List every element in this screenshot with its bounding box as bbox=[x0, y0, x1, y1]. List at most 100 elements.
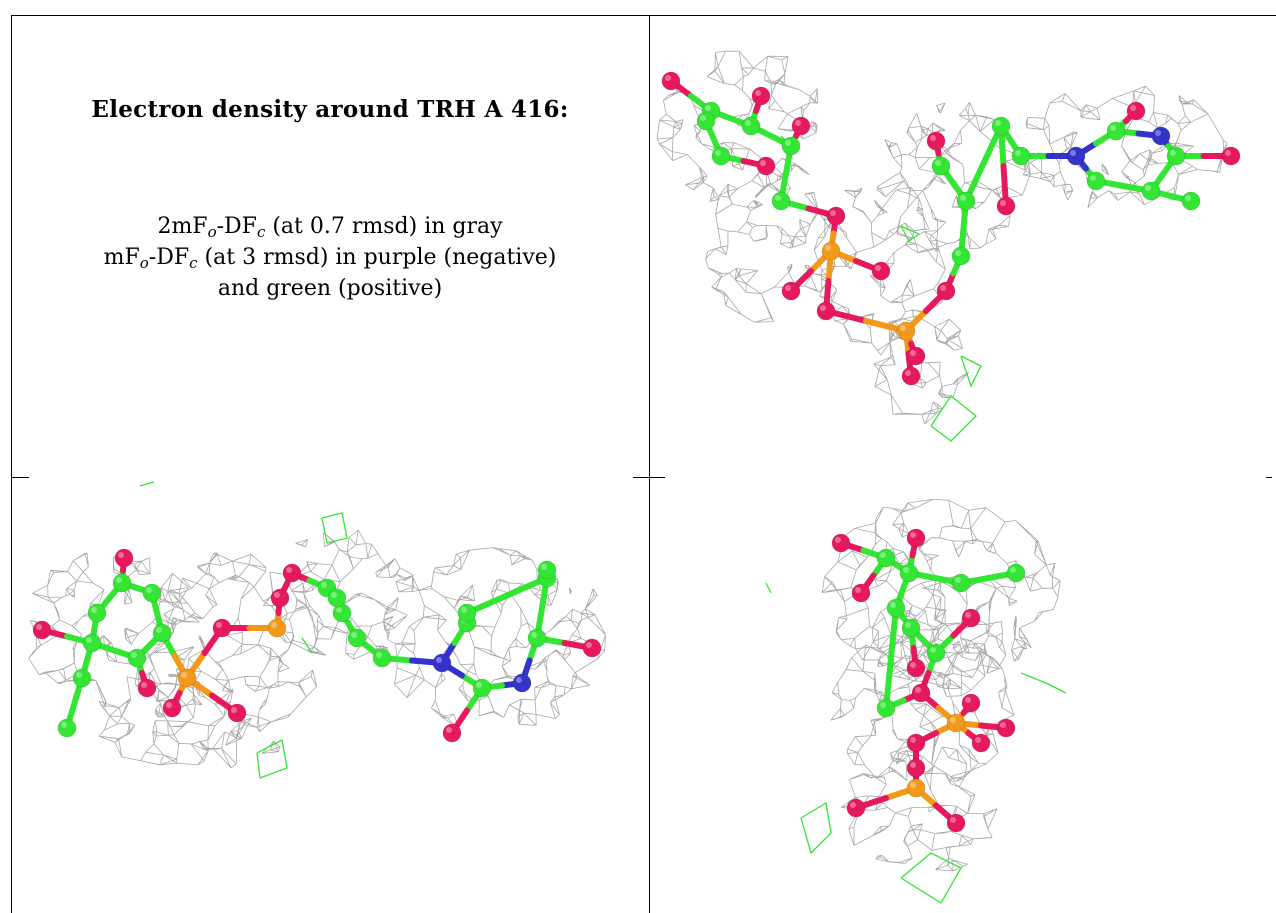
atom-o bbox=[946, 813, 966, 833]
atom-p bbox=[946, 713, 966, 733]
atom-o bbox=[114, 548, 134, 568]
atom-o bbox=[961, 608, 981, 628]
atom-c bbox=[72, 668, 92, 688]
atom-c bbox=[899, 563, 919, 583]
atom-o bbox=[906, 528, 926, 548]
atom-c bbox=[1006, 563, 1026, 583]
caption-line1-post: (at 0.7 rmsd) in gray bbox=[265, 214, 503, 239]
atom-c bbox=[472, 678, 492, 698]
caption-line2-mid: -DF bbox=[148, 245, 190, 270]
atom-o bbox=[901, 366, 921, 386]
atom-o bbox=[851, 583, 871, 603]
caption-line1-pre: 2mF bbox=[157, 214, 208, 239]
atom-o bbox=[906, 346, 926, 366]
atom-o bbox=[270, 588, 290, 608]
atom-c bbox=[771, 191, 791, 211]
atom-c bbox=[57, 718, 77, 738]
atom-c bbox=[991, 116, 1011, 136]
atom-c bbox=[1011, 146, 1031, 166]
atom-p bbox=[906, 778, 926, 798]
atom-o bbox=[791, 116, 811, 136]
atom-o bbox=[996, 196, 1016, 216]
atom-c bbox=[926, 643, 946, 663]
atom-c bbox=[1086, 171, 1106, 191]
density-view-bottom-right bbox=[651, 478, 1276, 913]
density-mesh-fofc-positive bbox=[139, 481, 348, 779]
caption-body: 2mFo-DFc (at 0.7 rmsd) in gray mFo-DFc (… bbox=[12, 211, 648, 304]
grid-top-border bbox=[11, 15, 1276, 16]
ligand-trh-view-2 bbox=[32, 548, 602, 743]
atom-o bbox=[582, 638, 602, 658]
atom-c bbox=[781, 136, 801, 156]
atom-o bbox=[826, 206, 846, 226]
atom-n bbox=[432, 653, 452, 673]
atom-c bbox=[876, 548, 896, 568]
atom-c bbox=[1181, 191, 1201, 211]
atom-c bbox=[951, 246, 971, 266]
density-view-top-right bbox=[651, 16, 1276, 477]
atom-o bbox=[137, 678, 157, 698]
atom-o bbox=[756, 156, 776, 176]
atom-o bbox=[831, 533, 851, 553]
density-mesh-fofc-positive bbox=[765, 582, 1067, 904]
atom-c bbox=[696, 111, 716, 131]
atom-c bbox=[372, 648, 392, 668]
atom-c bbox=[527, 628, 547, 648]
grid-middle-tick-center bbox=[633, 477, 665, 478]
atom-o bbox=[442, 723, 462, 743]
atom-c bbox=[931, 156, 951, 176]
atom-o bbox=[906, 658, 926, 678]
atom-c bbox=[956, 191, 976, 211]
caption-line1-sub1: o bbox=[207, 223, 217, 241]
atom-p bbox=[177, 668, 197, 688]
atom-n bbox=[1066, 146, 1086, 166]
density-mesh-2fofc bbox=[821, 499, 1061, 872]
atom-o bbox=[227, 703, 247, 723]
ligand-trh-view-1 bbox=[661, 71, 1241, 386]
atom-o bbox=[781, 281, 801, 301]
atom-c bbox=[152, 623, 172, 643]
caption-line-2fofc: 2mFo-DFc (at 0.7 rmsd) in gray bbox=[12, 211, 648, 242]
atom-c bbox=[1141, 181, 1161, 201]
atom-c bbox=[537, 560, 557, 580]
atom-p bbox=[821, 241, 841, 261]
atom-n bbox=[1151, 126, 1171, 146]
atom-o bbox=[1126, 101, 1146, 121]
caption-line2-post: (at 3 rmsd) in purple (negative) bbox=[197, 245, 557, 270]
caption-title: Electron density around TRH A 416: bbox=[91, 96, 569, 123]
density-view-3-canvas bbox=[765, 499, 1067, 904]
atom-c bbox=[741, 116, 761, 136]
caption-line1-sub2: c bbox=[256, 223, 266, 241]
atom-c bbox=[327, 588, 347, 608]
atom-c bbox=[87, 603, 107, 623]
atom-o bbox=[1221, 146, 1241, 166]
atom-c bbox=[457, 603, 477, 623]
density-view-2-canvas bbox=[28, 481, 606, 779]
atom-o bbox=[212, 618, 232, 638]
atom-o bbox=[996, 718, 1016, 738]
atom-o bbox=[871, 261, 891, 281]
atom-o bbox=[961, 693, 981, 713]
atom-o bbox=[911, 683, 931, 703]
caption-line-colors: and green (positive) bbox=[217, 276, 443, 301]
caption-line2-pre: mF bbox=[103, 245, 140, 270]
atom-c bbox=[886, 598, 906, 618]
atom-c bbox=[951, 573, 971, 593]
atom-c bbox=[142, 583, 162, 603]
atom-o bbox=[906, 758, 926, 778]
atom-c bbox=[901, 618, 921, 638]
ligand-trh-view-3 bbox=[831, 528, 1026, 833]
grid-left-border bbox=[11, 15, 12, 913]
atom-o bbox=[926, 131, 946, 151]
caption-line1-mid: -DF bbox=[216, 214, 257, 239]
atom-o bbox=[32, 620, 52, 640]
atom-c bbox=[127, 648, 147, 668]
atom-c bbox=[711, 146, 731, 166]
density-view-bottom-left bbox=[12, 478, 648, 913]
caption-line2-sub2: c bbox=[189, 254, 198, 272]
atom-o bbox=[282, 563, 302, 583]
atom-o bbox=[906, 733, 926, 753]
grid-middle-tick-right bbox=[1266, 477, 1272, 478]
atom-o bbox=[751, 86, 771, 106]
atom-o bbox=[661, 71, 681, 91]
